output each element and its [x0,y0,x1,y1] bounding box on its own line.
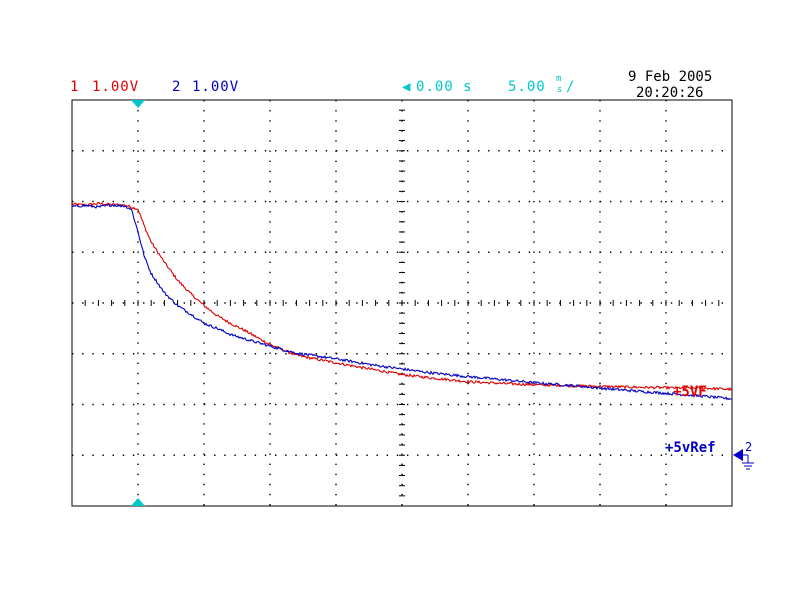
trigger-delay-arrow-icon: ◀ [402,79,411,95]
capture-date: 9 Feb 2005 [628,69,713,85]
capture-time: 20:20:26 [636,85,704,101]
timebase: 5.00 [508,79,546,95]
trace-ch1 [71,201,733,392]
traces [71,201,733,401]
ch2-ground-number: 2 [745,440,752,454]
trigger-delay: 0.00 s [416,79,473,95]
markers [131,100,754,506]
series-label-5vf: +5VF [673,384,707,400]
ch1-number: 1 [70,79,79,95]
series-label-5vref: +5vRef [665,440,716,456]
ch2-number: 2 [172,79,181,95]
timebase-unit-bottom: s [557,85,563,95]
ch1-scale: 1.00V [92,79,140,95]
timebase-suffix: / [566,79,575,95]
trigger-position-top-icon [131,100,145,108]
screen-frame [71,99,733,507]
graticule [72,100,732,506]
trace-ch2 [71,203,733,401]
trigger-position-bottom-icon [131,498,145,506]
timebase-unit-top: m [556,74,562,84]
ch2-ground-icon [733,449,754,470]
ch2-scale: 1.00V [192,79,240,95]
